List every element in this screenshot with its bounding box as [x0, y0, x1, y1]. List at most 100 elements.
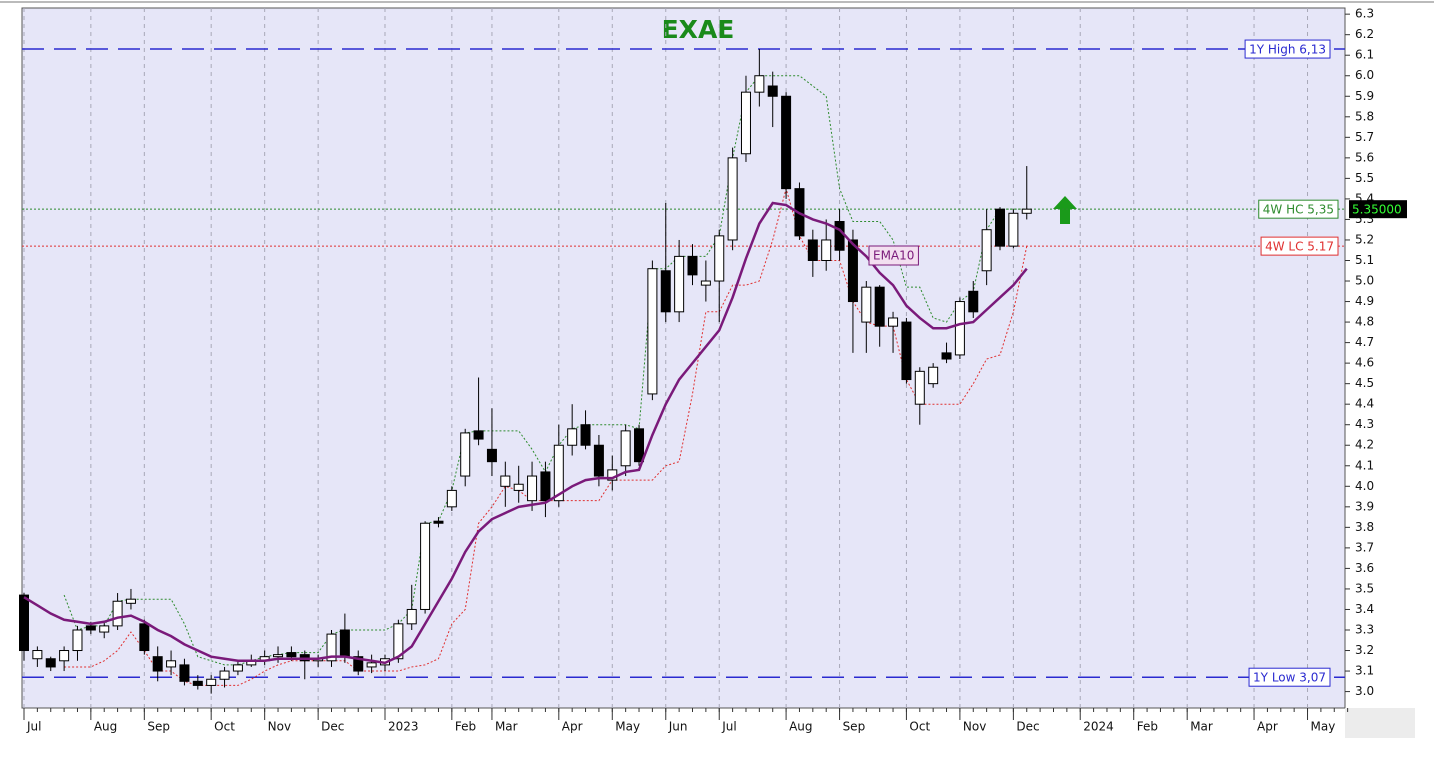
- y-tick-label: 5.7: [1355, 130, 1374, 144]
- candle-body: [45, 658, 56, 668]
- candle-body: [486, 448, 497, 463]
- candle-body: [700, 280, 711, 286]
- y-tick-label: 5.6: [1355, 150, 1374, 164]
- y-tick-label: 4.9: [1355, 294, 1374, 308]
- candle-body: [446, 489, 457, 508]
- x-tick-label: Sep: [147, 720, 170, 734]
- candle-body: [179, 664, 190, 682]
- y-tick-label: 4.3: [1355, 417, 1374, 431]
- candle-body: [553, 444, 564, 502]
- candle-body: [847, 239, 858, 303]
- candle-body: [540, 471, 551, 502]
- x-tick-label: Feb: [1137, 720, 1158, 734]
- x-tick-label: 2023: [388, 720, 419, 734]
- y-tick-label: 4.4: [1355, 397, 1374, 411]
- candle-body: [406, 608, 417, 625]
- candle-body: [85, 625, 96, 631]
- candle-body: [807, 239, 818, 261]
- signal-arrow: [1053, 196, 1077, 224]
- axis-corner: [1345, 708, 1415, 738]
- candle-body: [647, 268, 658, 395]
- x-tick-label: Feb: [455, 720, 476, 734]
- candle-body: [781, 95, 792, 190]
- y-tick-label: 5.1: [1355, 253, 1374, 267]
- y-tick-label: 5.8: [1355, 109, 1374, 123]
- candle-body: [674, 255, 685, 313]
- y-tick-label: 3.6: [1355, 561, 1374, 575]
- y-tick-label: 6.1: [1355, 48, 1374, 62]
- x-tick-label: Apr: [1257, 720, 1278, 734]
- candle-body: [620, 430, 631, 467]
- y-tick-label: 3.3: [1355, 622, 1374, 636]
- y-tick-label: 6.3: [1355, 7, 1374, 21]
- candle-body: [112, 600, 123, 627]
- reference-label-box: [1244, 39, 1331, 59]
- candle-body: [593, 444, 604, 477]
- candle-body: [99, 625, 110, 633]
- reference-label: 4W HC 5,35: [1263, 203, 1334, 217]
- candle-body: [219, 670, 230, 680]
- candle-body: [326, 633, 337, 662]
- y-tick-label: 5.5: [1355, 171, 1374, 185]
- y-tick-label: 6.0: [1355, 68, 1374, 82]
- y-tick-label: 3.1: [1355, 664, 1374, 678]
- candle-body: [353, 656, 364, 672]
- y-tick-label: 3.5: [1355, 581, 1374, 595]
- candle-body: [232, 664, 243, 672]
- reference-label: 1Y Low 3,07: [1253, 671, 1326, 685]
- y-tick-label: 5.2: [1355, 232, 1374, 246]
- candle-body: [634, 428, 645, 463]
- y-tick-label: 4.6: [1355, 356, 1374, 370]
- x-tick-label: Aug: [789, 720, 812, 734]
- candle-body: [393, 623, 404, 660]
- candle-body: [580, 424, 591, 446]
- x-tick-label: May: [1311, 720, 1336, 734]
- y-tick-label: 3.7: [1355, 540, 1374, 554]
- candle-body: [152, 656, 163, 672]
- y-tick-label: 4.7: [1355, 335, 1374, 349]
- x-tick-label: Jul: [26, 720, 41, 734]
- x-tick-label: Oct: [214, 720, 235, 734]
- y-tick-label: 3.9: [1355, 499, 1374, 513]
- candle-body: [366, 662, 377, 668]
- x-tick-label: Jul: [721, 720, 736, 734]
- candle-body: [139, 623, 150, 652]
- last-price-box: [1349, 200, 1407, 219]
- candle-body: [206, 678, 217, 686]
- candle-body: [928, 366, 939, 385]
- candle-body: [513, 483, 524, 491]
- y-tick-label: 4.1: [1355, 458, 1374, 472]
- candle-body: [660, 270, 671, 313]
- candle-body: [687, 255, 698, 276]
- candle-body: [567, 428, 578, 446]
- series-line: [23, 201, 1028, 665]
- candle-body: [32, 650, 43, 660]
- candle-body: [433, 520, 444, 524]
- candle-body: [754, 75, 765, 93]
- x-tick-label: Aug: [94, 720, 117, 734]
- candle-body: [473, 430, 484, 440]
- candle-body: [59, 650, 70, 662]
- plot-area: [21, 7, 1346, 709]
- y-tick-label: 4.8: [1355, 315, 1374, 329]
- x-tick-label: Sep: [843, 720, 866, 734]
- reference-label-box: [1248, 667, 1331, 687]
- candle-body: [727, 157, 738, 241]
- chart-title: EXAE: [662, 15, 735, 44]
- y-tick-label: 4.0: [1355, 479, 1374, 493]
- x-tick-label: Nov: [268, 720, 291, 734]
- x-tick-label: Dec: [321, 720, 344, 734]
- y-tick-label: 4.2: [1355, 438, 1374, 452]
- candle-body: [941, 352, 952, 360]
- candle-body: [901, 321, 912, 381]
- candle-body: [460, 432, 471, 477]
- x-tick-label: Apr: [562, 720, 583, 734]
- candle-body: [500, 475, 511, 487]
- series-label: EMA10: [873, 249, 914, 263]
- y-tick-label: 5.9: [1355, 89, 1374, 103]
- candle-body: [914, 370, 925, 405]
- candle-body: [19, 594, 29, 652]
- x-tick-label: Dec: [1016, 720, 1039, 734]
